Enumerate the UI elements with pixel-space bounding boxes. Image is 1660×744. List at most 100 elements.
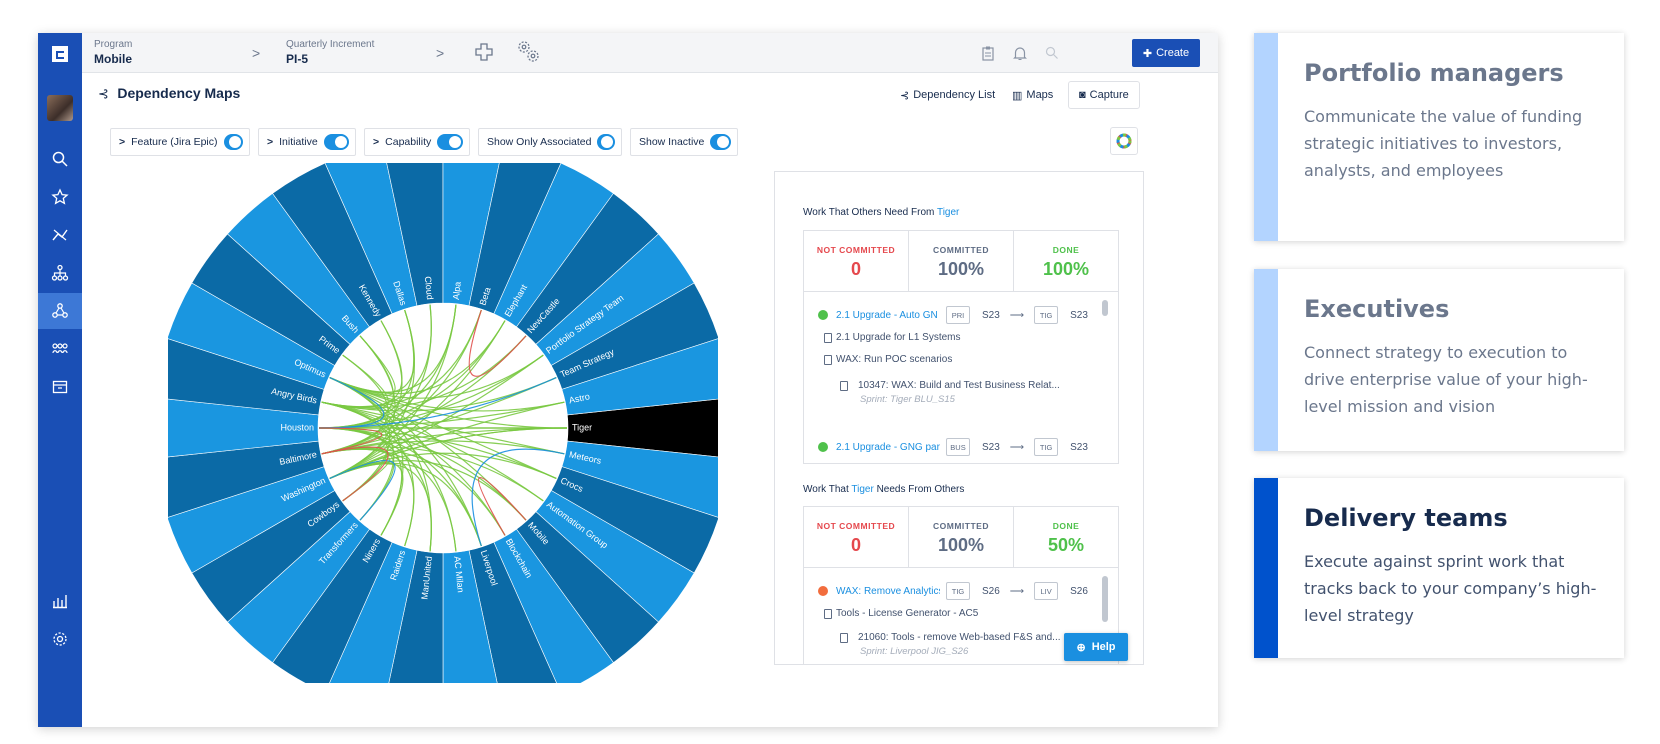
help-label: Help — [1091, 641, 1116, 653]
bell-icon[interactable] — [1012, 45, 1028, 61]
filter-initiative[interactable]: > Initiative — [258, 128, 356, 156]
plus-cross-icon: ✚ — [1142, 47, 1153, 60]
breadcrumb-label: Program — [94, 39, 133, 50]
stat-value: 0 — [850, 259, 861, 279]
user-avatar[interactable] — [47, 95, 73, 121]
list-item[interactable]: Tools - License Generator - AC5 — [824, 608, 1118, 619]
filter-show-only-associated[interactable]: Show Only Associated — [478, 128, 622, 156]
scrollbar[interactable] — [1102, 300, 1108, 316]
feature-link[interactable]: 2.1 Upgrade - Auto GN — [836, 309, 938, 321]
dependency-ribbon[interactable] — [329, 335, 396, 397]
status-dot — [818, 442, 828, 452]
archive-icon[interactable] — [38, 369, 82, 405]
lifebuoy-icon: ⊕ — [1076, 641, 1086, 654]
create-button[interactable]: ✚ Create — [1132, 39, 1200, 67]
list-item[interactable]: WAX: Run POC scenarios — [824, 354, 1118, 365]
team-link[interactable]: Tiger — [936, 207, 960, 218]
top-bar: Program Mobile > Quarterly Increment PI-… — [82, 33, 1218, 73]
toggle-switch[interactable] — [437, 134, 463, 150]
color-wheel-button[interactable] — [1110, 127, 1138, 155]
hierarchy-icon[interactable] — [38, 255, 82, 291]
team-tag: TIG — [1034, 438, 1059, 456]
toggle-switch[interactable] — [710, 134, 731, 150]
filter-capability[interactable]: > Capability — [364, 128, 470, 156]
dependency-ribbon[interactable] — [321, 446, 389, 502]
star-icon[interactable] — [38, 179, 82, 215]
chevron-right-icon: > — [436, 45, 445, 61]
dependency-list-label: Dependency List — [913, 89, 996, 101]
story-icon — [840, 632, 848, 643]
clipboard-icon[interactable] — [980, 45, 996, 61]
dependency-ribbon[interactable] — [318, 427, 383, 455]
page-title-text: Dependency Maps — [117, 85, 241, 101]
help-button[interactable]: ⊕ Help — [1064, 633, 1128, 661]
roadmap-icon[interactable] — [38, 217, 82, 253]
dependency-ribbon[interactable] — [329, 309, 415, 394]
dependency-list-button[interactable]: ⊰ Dependency List — [890, 81, 1005, 109]
list-item[interactable]: WAX: Remove Analytics TIG S26 ⟶ LIV S26 — [818, 582, 1118, 600]
breadcrumb-program[interactable]: Program Mobile — [94, 39, 132, 66]
feature-link[interactable]: WAX: Remove Analytics — [836, 585, 940, 597]
toggle-switch[interactable] — [223, 134, 243, 150]
card-text: Execute against sprint work that tracks … — [1304, 552, 1597, 625]
dependency-ribbon[interactable] — [329, 377, 391, 502]
dependency-ribbon[interactable] — [329, 320, 506, 479]
card-accent-bar — [1254, 33, 1278, 241]
dependency-ribbon[interactable] — [318, 377, 385, 429]
dependency-ribbon[interactable] — [321, 401, 395, 521]
search-icon[interactable] — [38, 141, 82, 177]
settings-gear-icon[interactable] — [38, 621, 82, 657]
arrow-right-icon: ⟶ — [1009, 585, 1025, 597]
team-link[interactable]: Tiger — [851, 484, 874, 495]
add-cross-icon[interactable] — [474, 42, 494, 62]
dependency-ribbon[interactable] — [329, 354, 544, 479]
persona-card-delivery-teams: Delivery teams Execute against sprint wo… — [1254, 478, 1624, 658]
stat-committed: COMMITTED 100% — [909, 231, 1014, 291]
sprint-label: S26 — [982, 585, 1000, 597]
scrollbar[interactable] — [1102, 576, 1108, 622]
story-title: 10347: WAX: Build and Test Business Rela… — [858, 380, 1060, 391]
sprint-note: Sprint: Tiger BLU_S15 — [860, 394, 955, 405]
dependency-icon: ⊰ — [98, 86, 109, 101]
list-item[interactable]: 2.1 Upgrade - Auto GN PRI S23 ⟶ TIG S23 — [818, 306, 1118, 324]
capture-button[interactable]: ◙ Capture — [1068, 81, 1140, 109]
dependency-ribbon[interactable] — [329, 459, 396, 521]
chord-label: Cloud — [423, 276, 435, 300]
left-nav-rail — [38, 33, 82, 727]
search-icon[interactable] — [1044, 45, 1060, 61]
toggle-switch[interactable] — [597, 134, 615, 150]
list-item[interactable]: 2.1 Upgrade - GNG par BUS S23 ⟶ TIG S23 — [818, 438, 1118, 456]
breadcrumb-increment[interactable]: Quarterly Increment PI-5 — [286, 39, 374, 66]
stat-label: DONE — [1052, 245, 1080, 255]
item-title: WAX: Run POC scenarios — [836, 354, 953, 365]
list-item[interactable]: 21060: Tools - remove Web-based F&S and.… — [840, 632, 1118, 643]
dependency-ribbon[interactable] — [468, 309, 527, 377]
filter-feature[interactable]: > Feature (Jira Epic) — [110, 128, 250, 156]
dependency-ribbon[interactable] — [321, 320, 403, 408]
stat-done: DONE 100% — [1014, 231, 1118, 291]
settings-gears-icon[interactable] — [516, 39, 542, 65]
card-title: Portfolio managers — [1304, 59, 1564, 87]
status-dot — [818, 310, 828, 320]
toggle-switch[interactable] — [323, 134, 349, 150]
app-window: Program Mobile > Quarterly Increment PI-… — [38, 33, 1218, 727]
app-logo-icon[interactable] — [49, 43, 71, 65]
sprint-note: Sprint: Liverpool JIG_S26 — [860, 646, 969, 657]
maps-button[interactable]: ▥ Maps — [1002, 81, 1063, 109]
teams-icon[interactable] — [38, 331, 82, 367]
list-item[interactable]: 10347: WAX: Build and Test Business Rela… — [840, 380, 1118, 391]
create-label: Create — [1156, 47, 1190, 59]
dependency-ribbon[interactable] — [477, 477, 527, 536]
list-item[interactable]: 2.1 Upgrade for L1 Systems — [824, 332, 1118, 343]
maps-label: Maps — [1026, 89, 1054, 101]
filter-show-inactive[interactable]: Show Inactive — [630, 128, 738, 156]
feature-link[interactable]: 2.1 Upgrade - GNG par — [836, 441, 940, 453]
dependency-ribbon[interactable] — [471, 448, 565, 547]
chevron-right-icon: > — [252, 45, 261, 61]
dependency-map-icon[interactable] — [38, 293, 82, 329]
filter-label: Show Only Associated — [487, 136, 592, 148]
reports-icon[interactable] — [38, 583, 82, 619]
stat-label: COMMITTED — [933, 521, 989, 531]
